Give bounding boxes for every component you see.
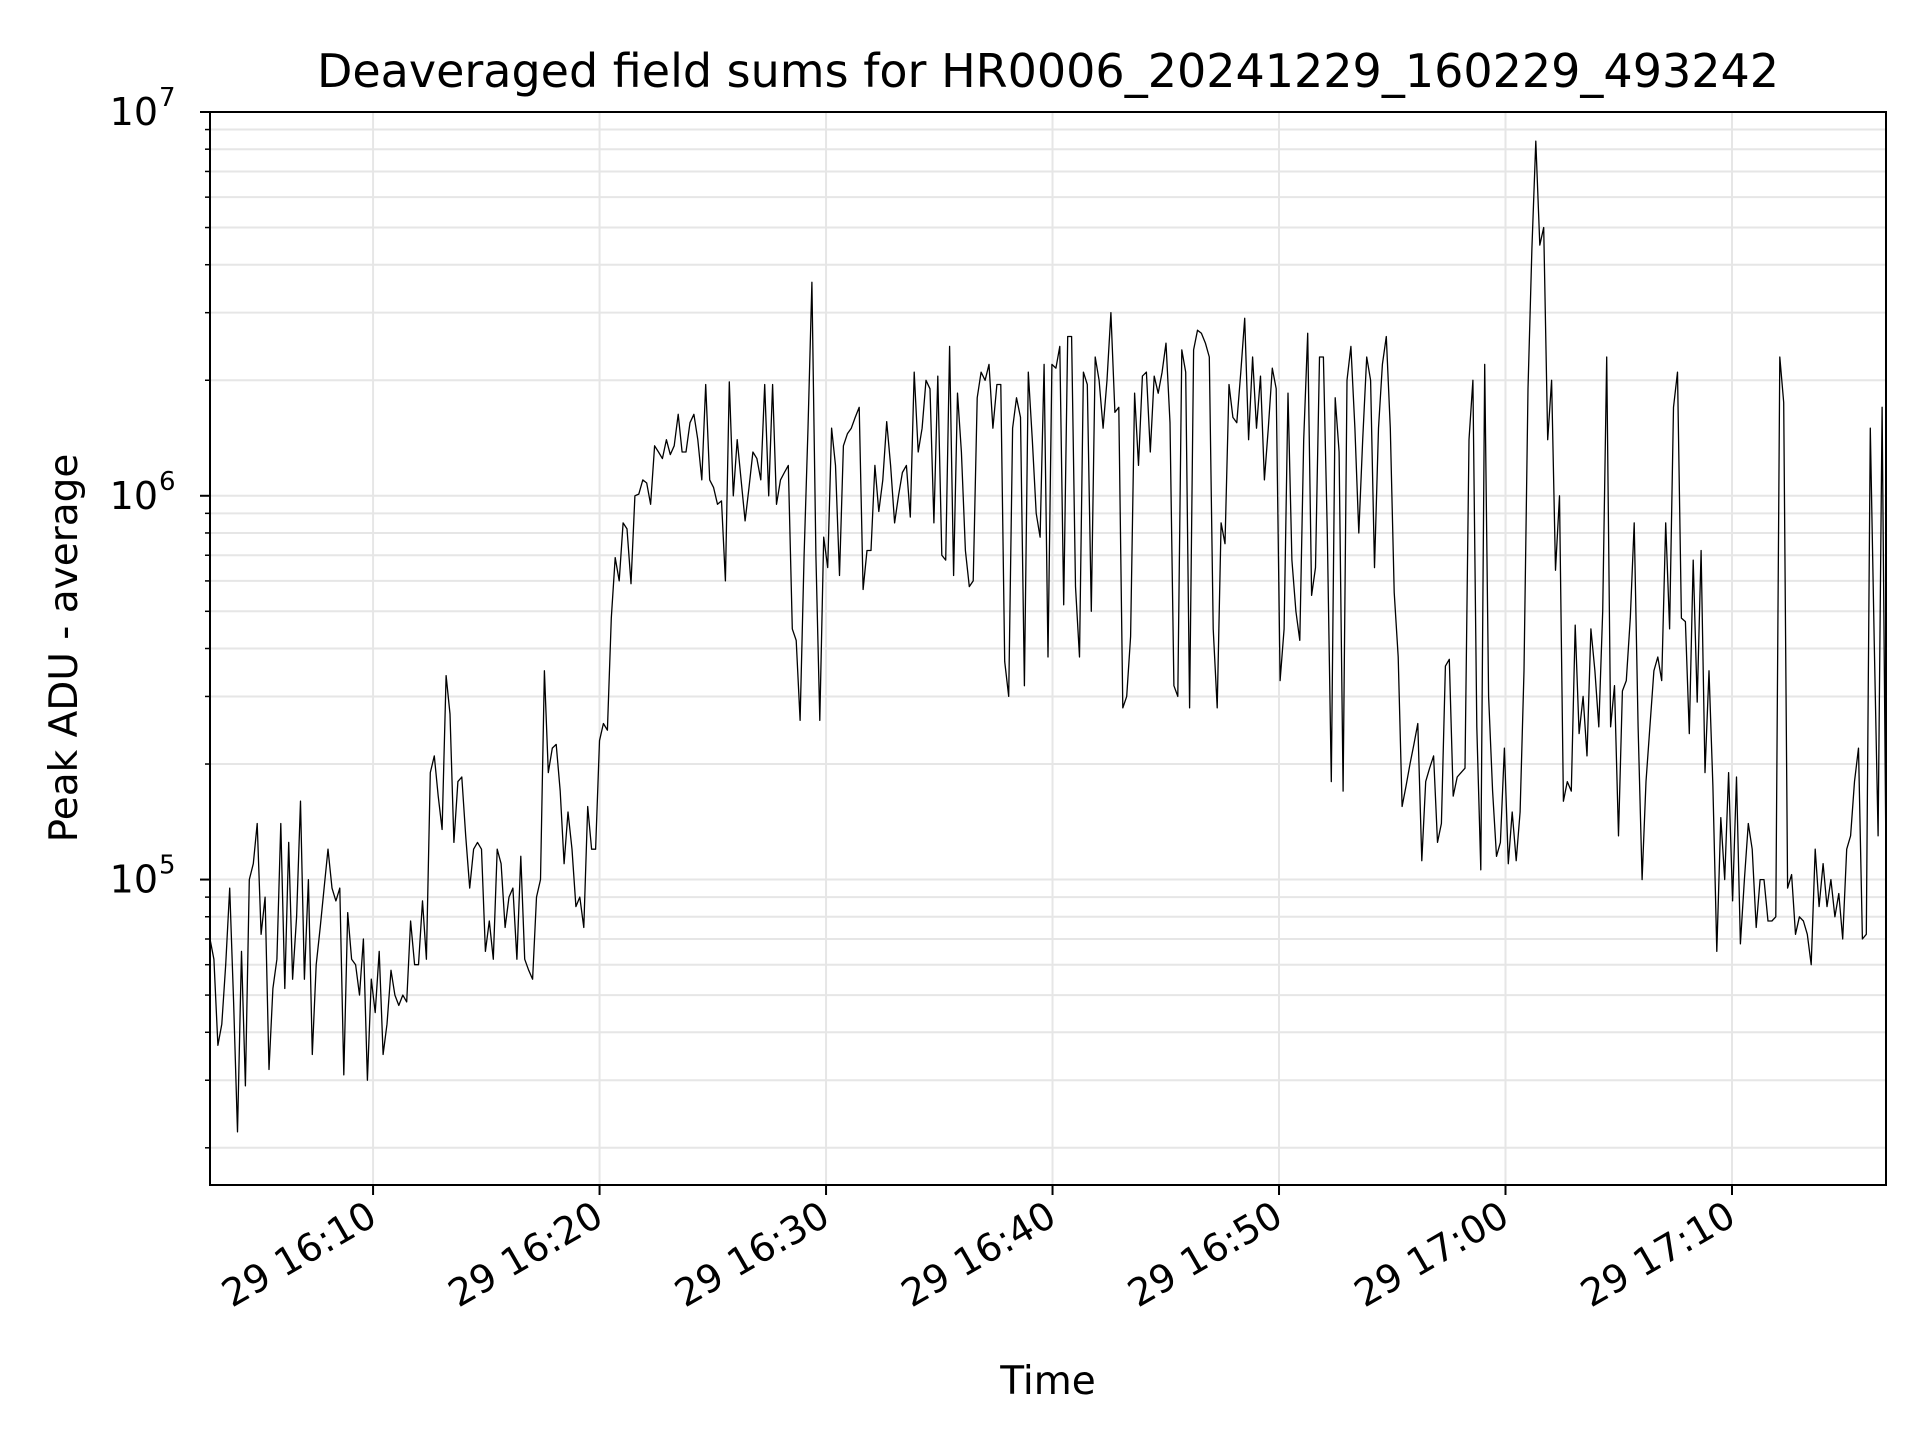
- y-tick-label: 10: [110, 90, 158, 134]
- ticks: [200, 111, 1733, 1195]
- y-tick-label: 10: [110, 858, 158, 902]
- x-axis-label: Time: [999, 1359, 1095, 1404]
- series-line: [209, 140, 1887, 1133]
- chart-title: Deaveraged field sums for HR0006_2024122…: [317, 44, 1779, 98]
- y-tick-label-exponent: 7: [159, 83, 176, 113]
- y-tick-label-exponent: 6: [159, 467, 176, 497]
- series-layer: [209, 140, 1887, 1133]
- y-axis-label: Peak ADU - average: [42, 454, 87, 843]
- y-tick-label-exponent: 5: [159, 851, 176, 881]
- y-tick-label: 10: [110, 474, 158, 518]
